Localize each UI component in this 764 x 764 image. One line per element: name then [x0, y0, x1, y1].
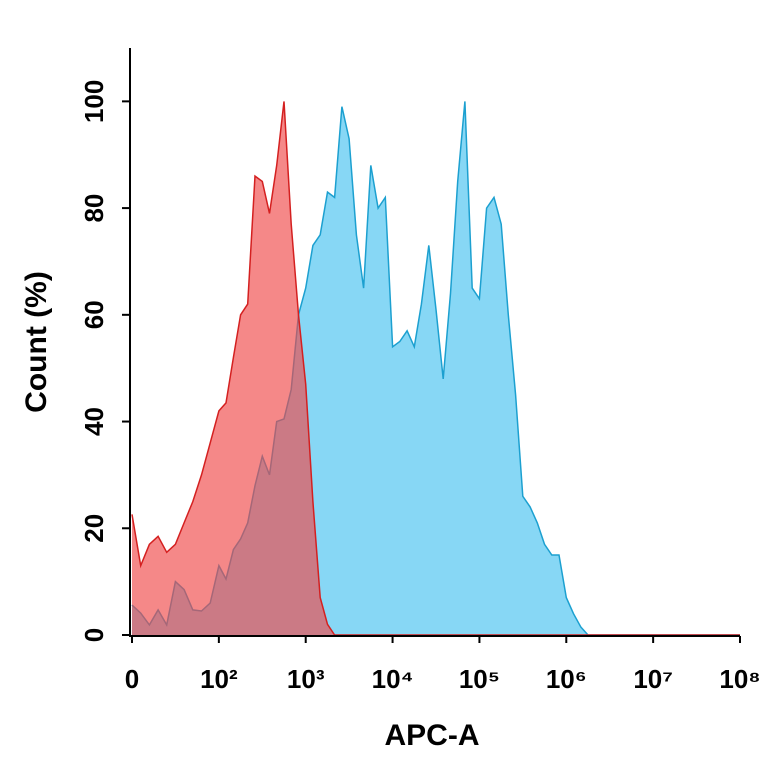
y-tick-label: 40: [79, 407, 109, 436]
area-fill: [132, 101, 740, 635]
x-tick-label: 0: [125, 664, 139, 694]
x-tick-label: 10⁷: [633, 664, 673, 694]
x-tick-label: 10⁵: [459, 664, 500, 694]
x-tick-label: 10²: [200, 664, 238, 694]
x-tick-label: 10⁸: [719, 664, 760, 694]
x-axis-title: APC-A: [385, 719, 480, 752]
y-tick-label: 100: [79, 80, 109, 123]
y-tick-label: 0: [79, 628, 109, 642]
x-tick-label: 10³: [287, 664, 325, 694]
x-tick-label: 10⁴: [372, 664, 414, 694]
y-tick-label: 20: [79, 514, 109, 543]
y-axis-title: Count (%): [20, 271, 53, 413]
y-tick-label: 60: [79, 300, 109, 329]
y-tick-label: 80: [79, 194, 109, 223]
x-tick-label: 10⁶: [546, 664, 587, 694]
